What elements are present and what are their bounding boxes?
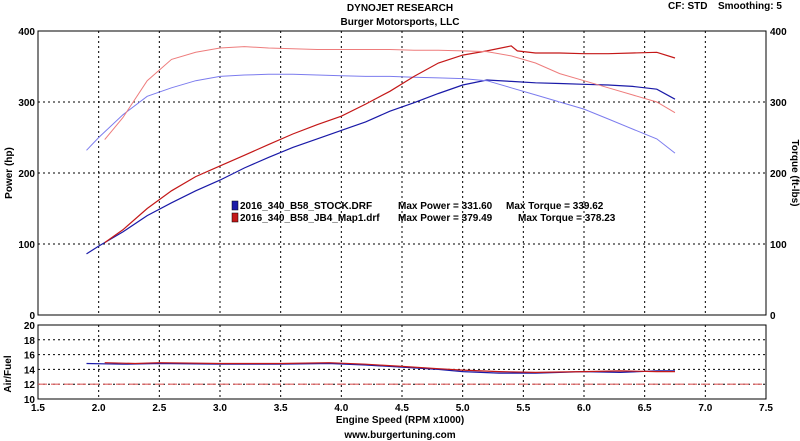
air-fuel-axis-ticks: 10 12 14 16 18 20	[24, 321, 36, 406]
x-tick-label: 7.0	[698, 403, 712, 414]
legend-file-stock: 2016_340_B58_STOCK.DRF	[240, 201, 372, 212]
x-tick-label: 6.5	[638, 403, 652, 414]
legend-max-torque-jb4: Max Torque = 378.23	[518, 213, 616, 224]
x-tick-label: 5.5	[516, 403, 530, 414]
x-tick-label: 6.0	[577, 403, 591, 414]
legend: 2016_340_B58_STOCK.DRF Max Power = 331.6…	[231, 200, 616, 224]
legend-swatch-jb4	[231, 212, 239, 223]
smoothing-label: Smoothing: 5	[718, 1, 782, 12]
stock-power-line	[86, 79, 676, 255]
website-footer: www.burgertuning.com	[343, 430, 455, 441]
x-tick-label: 3.0	[213, 403, 227, 414]
stock-torque-line	[86, 73, 676, 154]
x-tick-label: 4.5	[395, 403, 409, 414]
torque-tick-label: 200	[770, 169, 787, 180]
torque-tick-label: 100	[770, 240, 787, 251]
power-axis-label: Power (hp)	[4, 147, 15, 199]
legend-max-torque-stock: Max Torque = 339.62	[506, 201, 604, 212]
torque-axis-ticks: 0 100 200 300 400	[770, 27, 787, 322]
air-fuel-tick-label: 16	[24, 351, 36, 362]
chart-title: DYNOJET RESEARCH	[347, 3, 453, 14]
power-torque-series	[86, 45, 676, 255]
air-fuel-tick-label: 18	[24, 336, 36, 347]
cf-label: CF: STD	[668, 1, 707, 12]
power-tick-label: 300	[18, 98, 35, 109]
power-tick-label: 200	[18, 169, 35, 180]
air-fuel-tick-label: 10	[24, 395, 36, 406]
x-tick-label: 4.0	[334, 403, 348, 414]
air-fuel-grid	[38, 325, 766, 399]
power-tick-label: 400	[18, 27, 35, 38]
x-tick-label: 3.5	[274, 403, 288, 414]
jb4-power-line	[104, 45, 676, 244]
torque-tick-label: 0	[770, 311, 776, 322]
main-grid	[38, 31, 766, 315]
air-fuel-tick-label: 14	[24, 365, 36, 376]
x-tick-label: 5.0	[456, 403, 470, 414]
legend-max-power-stock: Max Power = 331.60	[398, 201, 493, 212]
legend-swatch-stock	[231, 200, 239, 211]
torque-tick-label: 300	[770, 98, 787, 109]
x-tick-label: 1.5	[31, 403, 45, 414]
x-tick-label: 2.5	[152, 403, 166, 414]
x-tick-label: 7.5	[759, 403, 773, 414]
rpm-axis-label: Engine Speed (RPM x1000)	[336, 415, 464, 426]
torque-axis-label: Torque (ft-lbs)	[789, 139, 800, 206]
air-fuel-tick-label: 20	[24, 321, 36, 332]
legend-file-jb4: 2016_340_B58_JB4_Map1.drf	[240, 213, 380, 224]
torque-tick-label: 400	[770, 27, 787, 38]
air-fuel-tick-label: 12	[24, 380, 36, 391]
jb4-air-fuel-line	[104, 362, 675, 374]
x-tick-label: 2.0	[92, 403, 106, 414]
jb4-torque-line	[104, 46, 676, 140]
legend-max-power-jb4: Max Power = 379.49	[398, 213, 493, 224]
power-tick-label: 0	[29, 311, 35, 322]
air-fuel-axis-label: Air/Fuel	[3, 355, 14, 392]
stock-air-fuel-line	[86, 362, 675, 374]
rpm-axis-ticks: 1.5 2.0 2.5 3.0 3.5 4.0 4.5 5.0 5.5 6.0 6.5 7.0 7.5	[31, 403, 773, 414]
power-axis-ticks: 0 100 200 300 400	[18, 27, 35, 322]
air-fuel-series	[86, 362, 675, 374]
power-tick-label: 100	[18, 240, 35, 251]
chart-subtitle: Burger Motorsports, LLC	[341, 17, 460, 28]
